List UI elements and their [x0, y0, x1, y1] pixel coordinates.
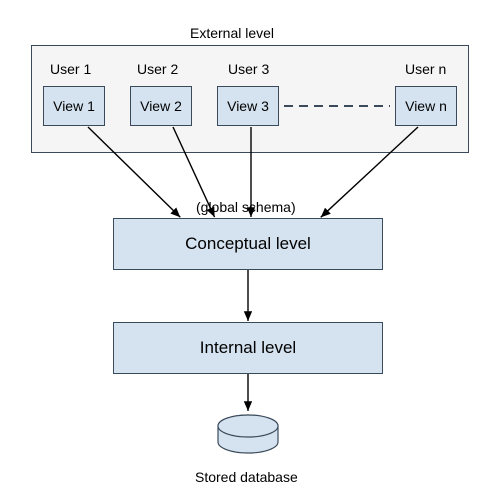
diagram-connectors [0, 0, 500, 500]
